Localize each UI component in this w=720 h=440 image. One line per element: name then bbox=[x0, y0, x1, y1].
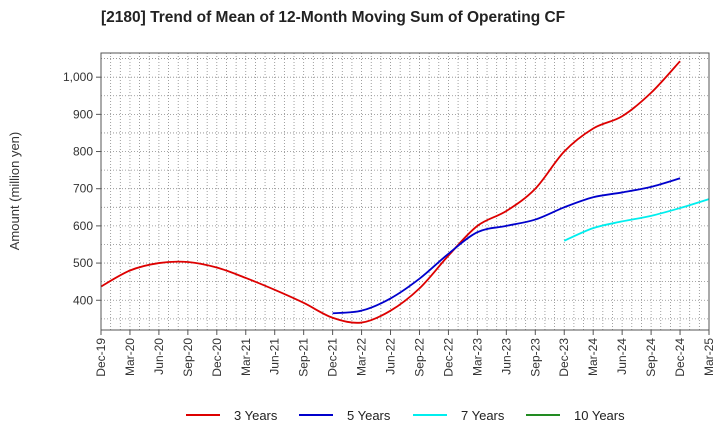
legend: 3 Years 5 Years 7 Years 10 Years bbox=[0, 405, 720, 425]
x-tick-label: Jun-21 bbox=[268, 338, 282, 375]
x-tick-label: Dec-20 bbox=[210, 338, 224, 377]
legend-swatch-10-years bbox=[526, 414, 560, 416]
x-tick-label: Sep-24 bbox=[644, 338, 658, 377]
x-tick-label: Sep-21 bbox=[297, 338, 311, 377]
x-tick-label: Dec-24 bbox=[673, 338, 687, 377]
x-tick-label: Jun-20 bbox=[152, 338, 166, 375]
x-axis-ticks: Dec-19 Mar-20 Jun-20 Sep-20 Dec-20 Mar-21 Jun-… bbox=[94, 330, 716, 377]
series-lines bbox=[100, 60, 710, 324]
y-tick-label: 500 bbox=[73, 256, 93, 270]
legend-swatch-3-years bbox=[186, 414, 220, 416]
y-tick-label: 900 bbox=[73, 107, 93, 121]
x-tick-label: Mar-20 bbox=[123, 338, 137, 376]
y-axis-label: Amount (million yen) bbox=[7, 132, 22, 251]
x-tick-label: Mar-24 bbox=[586, 338, 600, 376]
x-tick-label: Mar-21 bbox=[239, 338, 253, 376]
x-tick-label: Jun-22 bbox=[384, 338, 398, 375]
legend-label-5-years: 5 Years bbox=[347, 407, 391, 423]
x-tick-label: Dec-22 bbox=[441, 338, 455, 377]
x-tick-label: Dec-19 bbox=[94, 338, 108, 377]
x-tick-label: Dec-23 bbox=[557, 338, 571, 377]
plot-frame bbox=[100, 52, 710, 331]
x-tick-label: Sep-20 bbox=[181, 338, 195, 377]
legend-item-7-years: 7 Years bbox=[413, 405, 504, 425]
y-tick-label: 400 bbox=[73, 293, 93, 307]
y-tick-label: 1,000 bbox=[63, 70, 93, 84]
series-line-3-years bbox=[100, 60, 681, 324]
legend-swatch-5-years bbox=[299, 414, 333, 416]
legend-label-3-years: 3 Years bbox=[234, 407, 278, 423]
x-tick-label: Mar-25 bbox=[702, 338, 716, 376]
legend-label-10-years: 10 Years bbox=[574, 407, 625, 423]
x-tick-label: Jun-24 bbox=[615, 338, 629, 375]
y-tick-label: 600 bbox=[73, 219, 93, 233]
x-tick-label: Sep-23 bbox=[528, 338, 542, 377]
legend-item-3-years: 3 Years bbox=[186, 405, 277, 425]
legend-label-7-years: 7 Years bbox=[461, 407, 505, 423]
y-axis-ticks: 400 500 600 700 800 900 1,000 bbox=[63, 70, 101, 307]
legend-item-5-years: 5 Years bbox=[299, 405, 390, 425]
legend-item-10-years: 10 Years bbox=[526, 405, 625, 425]
x-tick-label: Mar-22 bbox=[355, 338, 369, 376]
series-line-7-years bbox=[563, 198, 710, 242]
x-tick-label: Mar-23 bbox=[470, 338, 484, 376]
chart-title: [2180] Trend of Mean of 12-Month Moving … bbox=[101, 9, 566, 26]
y-tick-label: 800 bbox=[73, 145, 93, 159]
x-tick-label: Dec-21 bbox=[326, 338, 340, 377]
series-line-5-years bbox=[332, 177, 681, 315]
legend-swatch-7-years bbox=[413, 414, 447, 416]
x-tick-label: Sep-22 bbox=[412, 338, 426, 377]
y-tick-label: 700 bbox=[73, 182, 93, 196]
x-tick-label: Jun-23 bbox=[499, 338, 513, 375]
